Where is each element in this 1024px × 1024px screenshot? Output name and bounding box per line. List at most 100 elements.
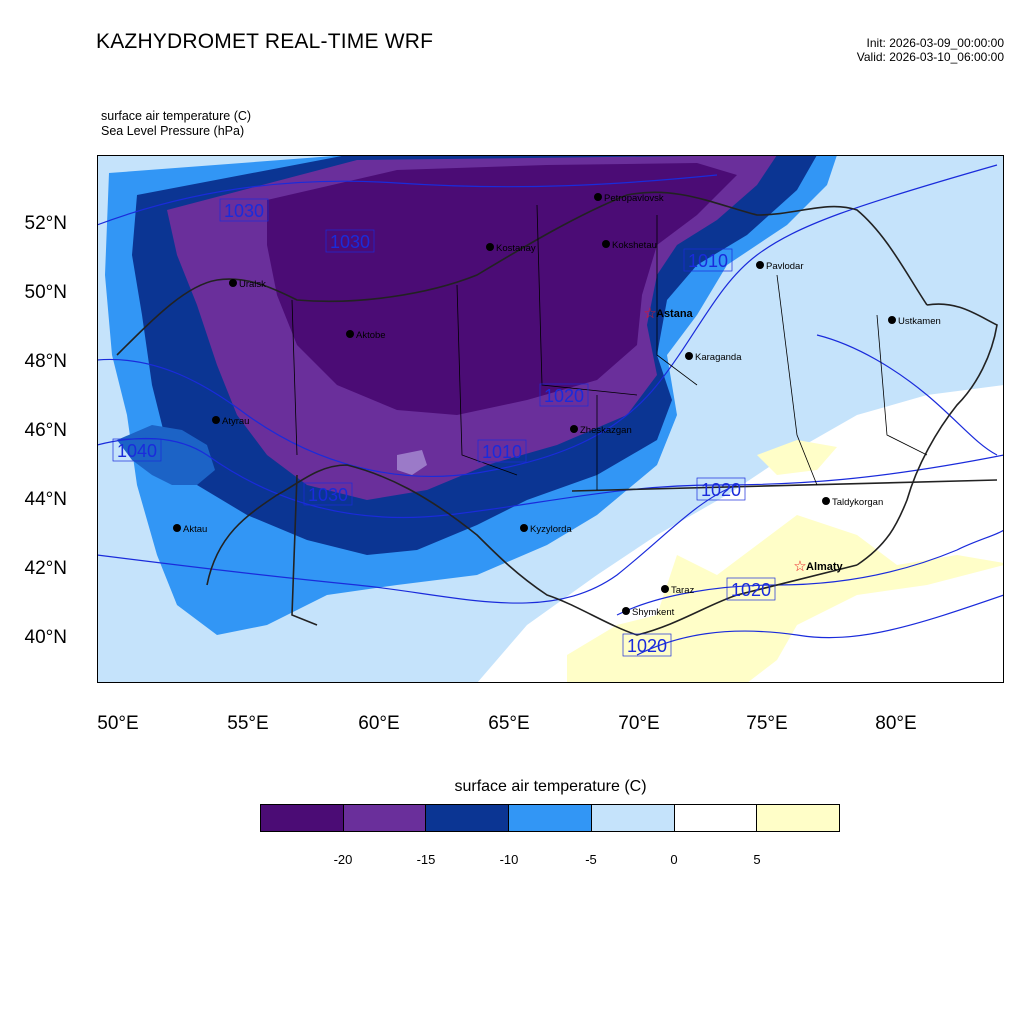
svg-text:1020: 1020 [544, 386, 584, 406]
lon-tick: 80°E [875, 713, 917, 734]
colorbar-swatch [591, 805, 675, 831]
colorbar-label: -10 [499, 852, 519, 867]
svg-text:1010: 1010 [482, 442, 522, 462]
city-label: Zheskazgan [580, 425, 632, 436]
colorbar [260, 804, 840, 832]
region-line [776, 274, 818, 486]
colorbar-swatch [261, 805, 344, 831]
city-petropavlovsk: Petropavlovsk [594, 193, 664, 204]
city-dot [346, 330, 354, 338]
city-taraz: Taraz [661, 585, 694, 596]
lon-tick: 55°E [227, 713, 269, 734]
pressure-field-label: Sea Level Pressure (hPa) [101, 124, 245, 138]
isobar-label: 1020 [539, 383, 589, 407]
isobar-label: 1030 [325, 229, 375, 253]
city-label: Kostanay [496, 243, 536, 254]
city-label: Shymkent [632, 607, 675, 618]
aral-sea [397, 450, 427, 475]
isobar-line [97, 174, 718, 226]
city-dot [212, 416, 220, 424]
kazakhstan-north-border [116, 191, 928, 356]
colorbar-label: 0 [670, 852, 678, 867]
region-line [536, 204, 638, 396]
svg-text:1010: 1010 [688, 251, 728, 271]
temperature-fill [97, 155, 1004, 683]
city-dot [685, 352, 693, 360]
svg-text:1030: 1030 [330, 232, 370, 252]
colorbar-swatch [509, 805, 592, 831]
colorbar-swatch [426, 805, 510, 831]
region-line [456, 284, 518, 476]
city-label: Atyrau [222, 416, 249, 427]
init-time: Init: 2026-03-09_00:00:00 [866, 36, 1004, 50]
city-label: Astana [656, 308, 694, 320]
colorbar-swatch [757, 805, 840, 831]
lat-tick: 44°N [24, 489, 67, 510]
colorbar-label: -5 [585, 852, 597, 867]
lon-tick: 65°E [488, 713, 530, 734]
colorbar-swatch [343, 805, 427, 831]
lat-tick: 42°N [24, 558, 67, 579]
lon-tick: 75°E [746, 713, 788, 734]
city-shymkent: Shymkent [622, 607, 675, 618]
svg-text:1020: 1020 [627, 636, 667, 656]
temp-band-5-10 [567, 410, 1004, 683]
map-frame [97, 155, 1004, 683]
svg-text:1040: 1040 [117, 441, 157, 461]
city-taldykorgan: Taldykorgan [822, 497, 883, 508]
isobar-label: 1030 [303, 482, 353, 506]
city-label: Ustkamen [898, 316, 941, 327]
city-dot [486, 243, 494, 251]
region-line [291, 299, 298, 456]
city-aktau: Aktau [173, 524, 207, 535]
isobar-line [97, 164, 998, 477]
valid-time: Valid: 2026-03-10_06:00:00 [856, 50, 1004, 64]
city-kostanay: Kostanay [486, 243, 536, 254]
region-line [876, 314, 928, 456]
city-dot [520, 524, 528, 532]
map-panel: 1030 1030 1010 1040 1020 1030 1010 1020 1020 1020… [97, 155, 1004, 683]
isobar-label: 1010 [683, 248, 733, 272]
svg-text:1020: 1020 [701, 480, 741, 500]
city-uralsk: Uralsk [229, 279, 266, 290]
city-kyzylorda: Kyzylorda [520, 524, 572, 535]
colorbar-title: surface air temperature (C) [454, 778, 647, 795]
city-label: Karaganda [695, 352, 742, 363]
isobar-line [636, 594, 1004, 656]
isobar-label: 1020 [622, 633, 672, 657]
city-markers: Petropavlovsk Kostanay Kokshetau Pavlodar Ur… [173, 193, 941, 618]
isobar-label: 1020 [696, 477, 746, 501]
country-boundaries [116, 191, 998, 636]
city-label: Uralsk [239, 279, 266, 290]
isobar-line [816, 334, 998, 456]
lon-tick: 70°E [618, 713, 660, 734]
region-line [656, 215, 698, 386]
city-dot [594, 193, 602, 201]
city-dot [229, 279, 237, 287]
svg-text:1030: 1030 [308, 485, 348, 505]
city-aktobe: Aktobe [346, 330, 386, 341]
city-dot [602, 240, 610, 248]
lon-tick: 50°E [97, 713, 139, 734]
capital-star-icon: ☆ [643, 305, 656, 322]
city-dot [622, 607, 630, 615]
kazakhstan-east-border [856, 303, 998, 566]
colorbar-swatch [674, 805, 758, 831]
isobar-labels: 1030 1030 1010 1040 1020 1030 1010 1020 1020 1020 [112, 198, 776, 657]
city-karaganda: Karaganda [685, 352, 742, 363]
city-label: Petropavlovsk [604, 193, 664, 204]
city-dot [570, 425, 578, 433]
lat-tick: 40°N [24, 627, 67, 648]
kazakhstan-south-border [206, 464, 858, 636]
svg-text:1030: 1030 [224, 201, 264, 221]
svg-text:1020: 1020 [731, 580, 771, 600]
capital-star-icon: ☆ [793, 558, 806, 575]
city-almaty: ☆ Almaty [793, 558, 843, 575]
uzbek-border [291, 474, 318, 626]
city-dot [822, 497, 830, 505]
city-label: Almaty [806, 561, 844, 573]
isobar-label: 1030 [219, 198, 269, 222]
city-label: Kyzylorda [530, 524, 572, 535]
colorbar-label: -15 [416, 852, 436, 867]
isobar-label: 1010 [477, 439, 527, 463]
